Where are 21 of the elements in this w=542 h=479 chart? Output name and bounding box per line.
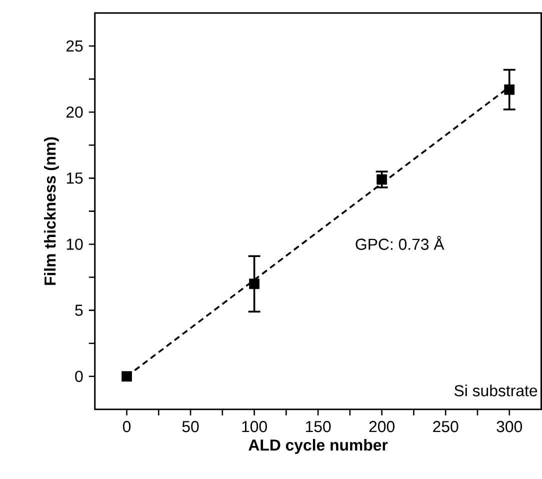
annotation: GPC: 0.73 Å: [356, 236, 444, 250]
y-tick-label: 10: [66, 238, 83, 250]
x-tick-label: 200: [369, 420, 394, 432]
point: [122, 371, 132, 382]
x-tick-label: 50: [182, 420, 199, 432]
y-tick-label: 25: [66, 40, 83, 52]
x-axis-title: ALD cycle number: [248, 438, 388, 454]
y-tick-label: 5: [75, 304, 83, 316]
x-tick-label: 100: [242, 420, 267, 432]
x-tick-label: 0: [122, 420, 131, 432]
y-tick-label: 15: [66, 172, 83, 184]
annotation: Si substrate: [454, 384, 538, 396]
point: [249, 278, 260, 289]
x-tick-label: 250: [433, 420, 458, 432]
x-tick-label: 150: [306, 420, 331, 432]
y-axis-title: Film thickness (nm): [44, 137, 59, 285]
point: [376, 174, 388, 185]
y-tick-label: 20: [66, 106, 83, 118]
y-tick-label: 0: [75, 370, 83, 382]
x-tick-label: 300: [496, 420, 522, 432]
point: [504, 84, 515, 95]
